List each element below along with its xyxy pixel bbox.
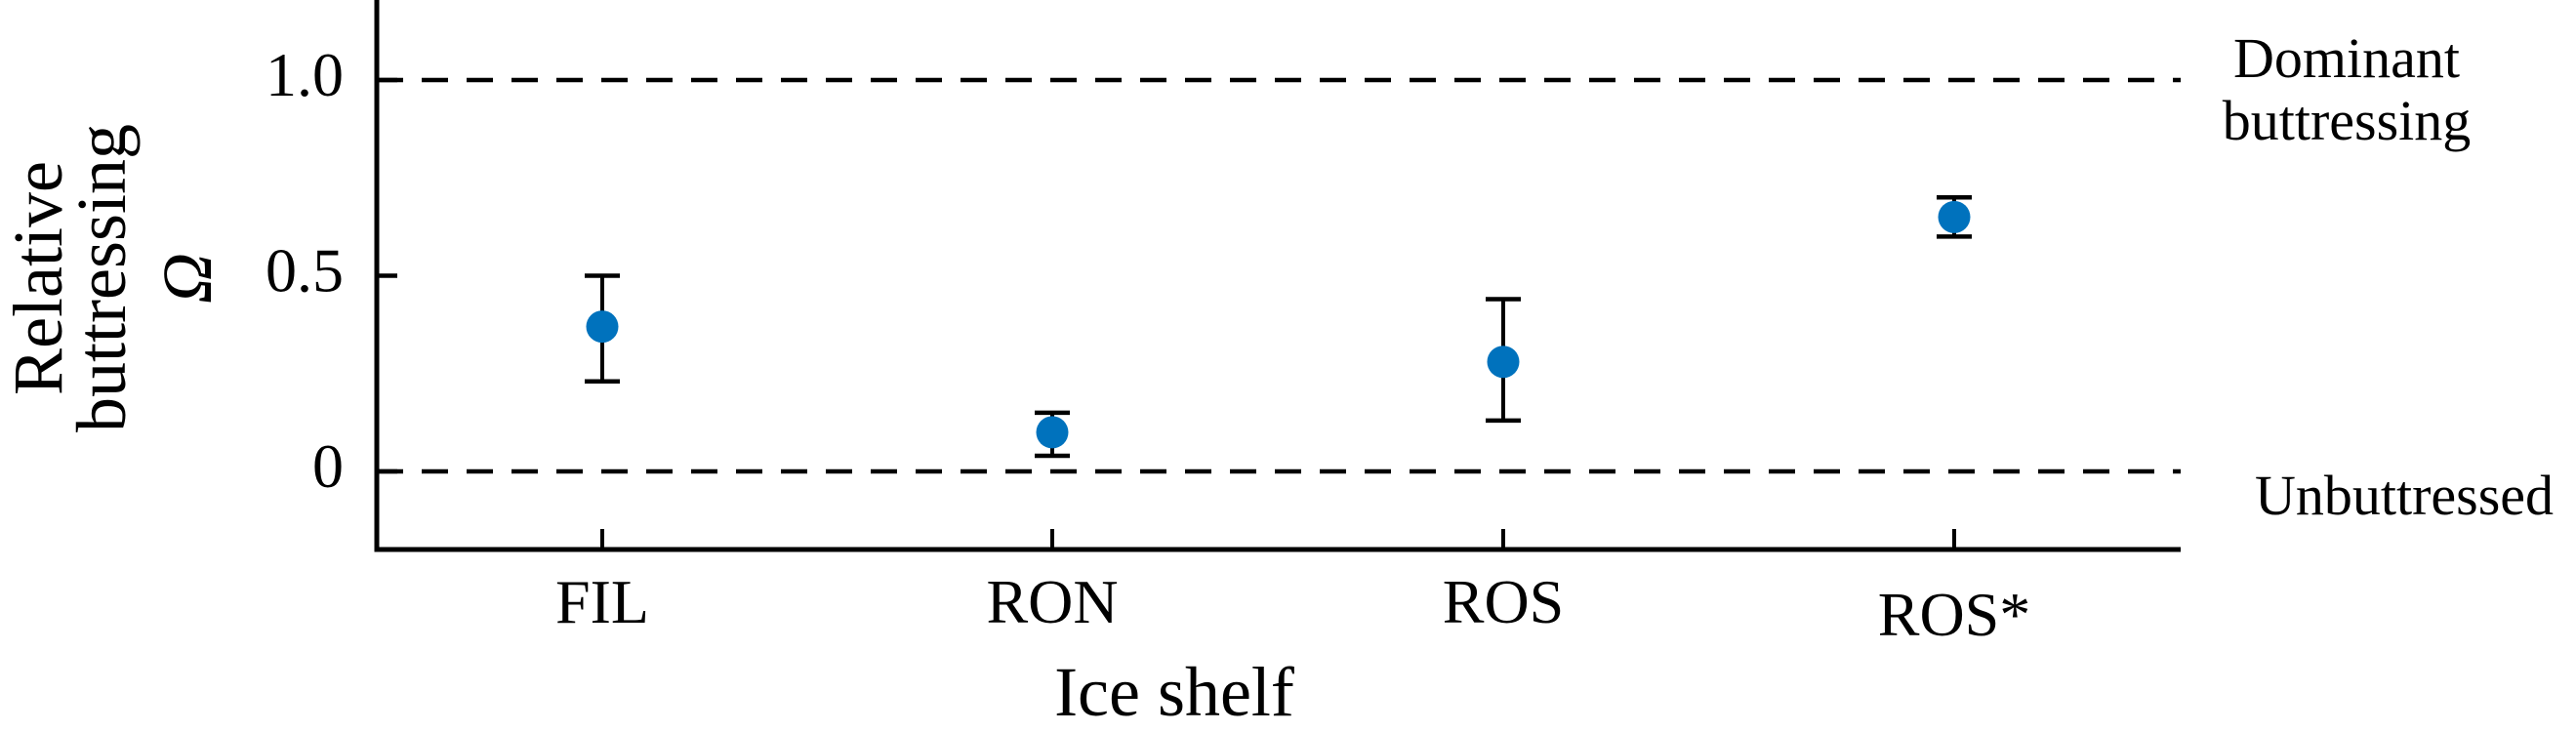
y-axis-label-line-2: buttressing bbox=[62, 124, 141, 432]
dominant-buttressing-label-line-1: Dominant bbox=[2233, 26, 2460, 90]
data-marker bbox=[1036, 416, 1069, 449]
x-tick-label-ron: RON bbox=[986, 567, 1118, 636]
dominant-buttressing-label-line-2: buttressing bbox=[2223, 89, 2472, 152]
reference-lines bbox=[377, 77, 2181, 474]
data-marker bbox=[1938, 200, 1971, 233]
data-marker bbox=[1487, 346, 1520, 379]
y-tick-label: 0 bbox=[312, 431, 344, 501]
unbuttressed-label: Unbuttressed bbox=[2255, 464, 2554, 527]
y-axis-label: Relative buttressing Ω bbox=[0, 124, 226, 432]
x-axis-label: Ice shelf bbox=[1054, 653, 1294, 731]
y-tick-labels: 0 0.5 1.0 bbox=[266, 40, 344, 501]
data-marker bbox=[586, 310, 619, 344]
x-tick-labels: FIL RON ROS ROS* bbox=[555, 567, 2030, 649]
x-tick-label-fil: FIL bbox=[555, 567, 649, 636]
y-tick-label: 1.0 bbox=[266, 40, 344, 109]
y-axis-label-omega: Ω bbox=[148, 253, 226, 304]
errorbar-point-ron bbox=[1035, 410, 1070, 459]
reference-annotations: Dominant buttressing Unbuttressed bbox=[2223, 26, 2554, 527]
errorbar-point-ros bbox=[1486, 297, 1521, 424]
errorbar-point-fil bbox=[585, 273, 620, 385]
x-tick-label-ros: ROS bbox=[1443, 567, 1565, 636]
x-tick-label-ros-star: ROS* bbox=[1878, 580, 2031, 649]
y-tick-label: 0.5 bbox=[266, 236, 344, 305]
data-points bbox=[585, 195, 1972, 459]
errorbar-point-ros-star bbox=[1937, 195, 1972, 239]
axes bbox=[374, 0, 2181, 552]
y-axis-label-line-1: Relative bbox=[0, 161, 77, 395]
